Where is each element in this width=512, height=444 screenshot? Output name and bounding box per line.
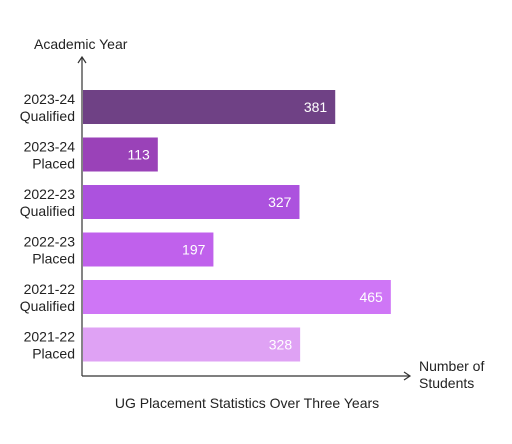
data-label: 465 [359,289,383,305]
bar-2022-23-placed [83,232,214,267]
x-axis-title-line-1: Number of [419,358,484,374]
category-label-status: Qualified [20,203,75,219]
category-label-year: 2021-22 [24,281,76,297]
category-label-status: Placed [32,346,75,362]
bar-2021-22-qualified [83,280,391,314]
data-label: 328 [269,337,293,353]
bar-group: 381 113 327 197 465 328 [83,90,391,362]
category-label-year: 2022-23 [24,186,76,202]
data-label: 197 [182,242,206,258]
y-axis-title: Academic Year [34,36,128,52]
category-label-year: 2023-24 [24,91,76,107]
category-label-status: Placed [32,156,75,172]
chart-axes [77,55,412,381]
chart-title: UG Placement Statistics Over Three Years [115,395,379,411]
data-label: 327 [268,194,292,210]
x-axis-arrow [403,371,412,381]
category-label-year: 2023-24 [24,139,76,155]
category-label-year: 2021-22 [24,329,76,345]
data-label: 113 [127,147,150,163]
category-label-group: 2023-24Qualified2023-24Placed2022-23Qual… [20,91,75,362]
data-label: 381 [304,99,328,115]
x-axis-title-line-2: Students [419,375,474,391]
bar-2021-22-placed [83,327,301,362]
category-label-status: Placed [32,251,75,267]
category-label-status: Qualified [20,298,75,314]
bar-2023-24-qualified [83,90,336,124]
bar-2022-23-qualified [83,185,300,219]
category-label-year: 2022-23 [24,234,76,250]
category-label-status: Qualified [20,108,75,124]
bar-2023-24-placed [83,137,158,172]
y-axis-arrow [77,55,87,64]
